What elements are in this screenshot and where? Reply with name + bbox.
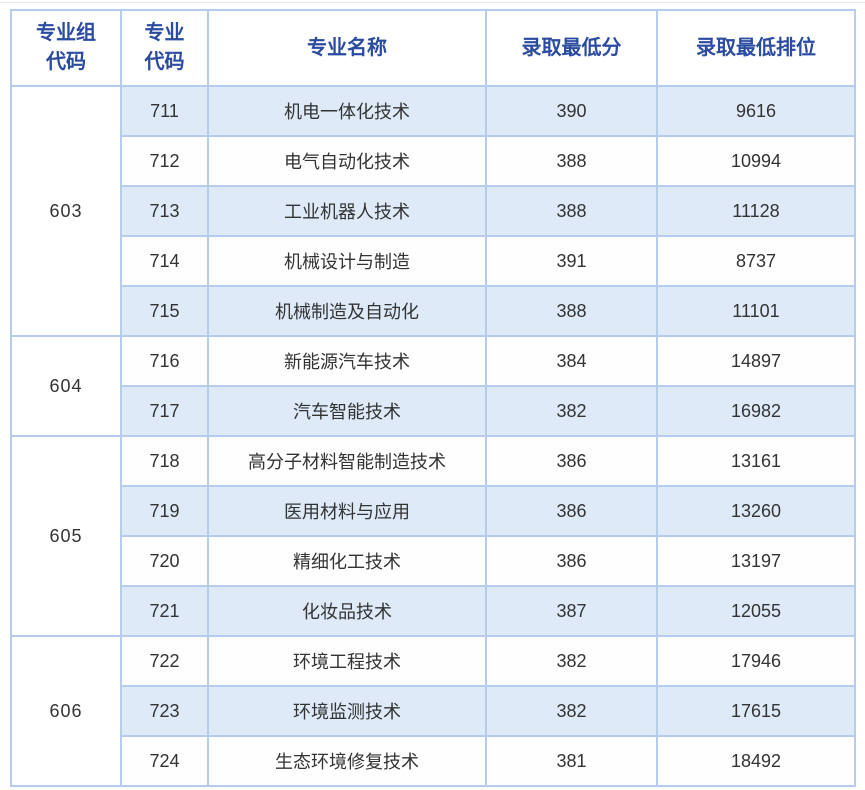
major-name-cell: 机电一体化技术 (207, 85, 487, 137)
min-score-cell: 382 (485, 635, 658, 687)
col-header-group-code-line2: 代码 (46, 51, 86, 73)
table-row: 713 工业机器人技术 388 11128 (11, 185, 856, 237)
major-code-cell: 712 (120, 135, 209, 187)
major-name-cell: 电气自动化技术 (207, 135, 487, 187)
min-score-cell: 391 (485, 235, 658, 287)
col-header-min-rank: 录取最低排位 (656, 9, 856, 87)
admissions-table: 专业组 代码 专业 代码 专业名称 录取最低分 录取最低排位 603 711 机… (10, 9, 856, 787)
col-header-group-code-line1: 专业组 (36, 22, 96, 44)
min-score-cell: 386 (485, 485, 658, 537)
col-header-major-code-line1: 专业 (144, 22, 185, 44)
group-code-cell: 603 (10, 85, 122, 337)
major-name-cell: 化妆品技术 (207, 585, 487, 637)
min-rank-cell: 11128 (656, 185, 856, 237)
min-rank-cell: 13260 (656, 485, 856, 537)
table-row: 721 化妆品技术 387 12055 (11, 585, 856, 637)
min-score-cell: 388 (485, 285, 658, 337)
major-name-cell: 机械设计与制造 (207, 235, 487, 287)
min-score-cell: 382 (485, 385, 658, 437)
table-row: 606 722 环境工程技术 382 17946 (10, 635, 856, 787)
table-header-row: 专业组 代码 专业 代码 专业名称 录取最低分 录取最低排位 (10, 9, 856, 87)
major-code-cell: 714 (120, 235, 209, 287)
table-row: 717 汽车智能技术 382 16982 (11, 385, 856, 437)
table-row: 720 精细化工技术 386 13197 (11, 535, 856, 587)
min-rank-cell: 14897 (656, 335, 856, 387)
group-code-cell: 604 (10, 335, 122, 437)
min-score-cell: 381 (485, 735, 658, 787)
col-header-group-code: 专业组 代码 (10, 9, 122, 87)
major-name-cell: 精细化工技术 (207, 535, 487, 587)
min-rank-cell: 18492 (656, 735, 856, 787)
major-code-cell: 713 (120, 185, 209, 237)
min-score-cell: 386 (485, 535, 658, 587)
major-code-cell: 719 (120, 485, 209, 537)
min-rank-cell: 13197 (656, 535, 856, 587)
group-code-cell: 606 (10, 635, 122, 787)
min-score-cell: 387 (485, 585, 658, 637)
table-row: 603 711 机电一体化技术 390 9616 (10, 85, 856, 337)
major-code-cell: 721 (120, 585, 209, 637)
col-header-major-code-line2: 代码 (144, 51, 185, 73)
major-code-cell: 715 (120, 285, 209, 337)
min-score-cell: 390 (485, 85, 658, 137)
major-code-cell: 718 (120, 435, 209, 487)
col-header-major-code: 专业 代码 (120, 9, 209, 87)
col-header-major-name: 专业名称 (207, 9, 487, 87)
major-code-cell: 723 (120, 685, 209, 737)
min-rank-cell: 10994 (656, 135, 856, 187)
major-name-cell: 环境工程技术 (207, 635, 487, 687)
major-name-cell: 工业机器人技术 (207, 185, 487, 237)
major-name-cell: 生态环境修复技术 (207, 735, 487, 787)
major-name-cell: 新能源汽车技术 (207, 335, 487, 387)
major-code-cell: 711 (120, 85, 209, 137)
min-score-cell: 388 (485, 135, 658, 187)
major-code-cell: 724 (120, 735, 209, 787)
major-name-cell: 机械制造及自动化 (207, 285, 487, 337)
min-rank-cell: 16982 (656, 385, 856, 437)
table-row: 723 环境监测技术 382 17615 (11, 685, 856, 737)
major-name-cell: 环境监测技术 (207, 685, 487, 737)
min-rank-cell: 13161 (656, 435, 856, 487)
table-row: 605 718 高分子材料智能制造技术 386 13161 (10, 435, 856, 637)
group-code-cell: 605 (10, 435, 122, 637)
min-score-cell: 384 (485, 335, 658, 387)
min-rank-cell: 17615 (656, 685, 856, 737)
major-code-cell: 716 (120, 335, 209, 387)
min-score-cell: 386 (485, 435, 658, 487)
min-rank-cell: 11101 (656, 285, 856, 337)
table-row: 604 716 新能源汽车技术 384 14897 (10, 335, 856, 437)
major-code-cell: 722 (120, 635, 209, 687)
major-code-cell: 717 (120, 385, 209, 437)
min-score-cell: 382 (485, 685, 658, 737)
table-row: 712 电气自动化技术 388 10994 (11, 135, 856, 187)
major-name-cell: 汽车智能技术 (207, 385, 487, 437)
table-row: 715 机械制造及自动化 388 11101 (11, 285, 856, 337)
min-rank-cell: 8737 (656, 235, 856, 287)
min-rank-cell: 9616 (656, 85, 856, 137)
table-row: 724 生态环境修复技术 381 18492 (11, 735, 856, 787)
major-code-cell: 720 (120, 535, 209, 587)
min-score-cell: 388 (485, 185, 658, 237)
table-row: 719 医用材料与应用 386 13260 (11, 485, 856, 537)
col-header-min-score: 录取最低分 (485, 9, 658, 87)
major-name-cell: 医用材料与应用 (207, 485, 487, 537)
min-rank-cell: 12055 (656, 585, 856, 637)
table-row: 714 机械设计与制造 391 8737 (11, 235, 856, 287)
min-rank-cell: 17946 (656, 635, 856, 687)
major-name-cell: 高分子材料智能制造技术 (207, 435, 487, 487)
page-top-divider (0, 2, 865, 3)
